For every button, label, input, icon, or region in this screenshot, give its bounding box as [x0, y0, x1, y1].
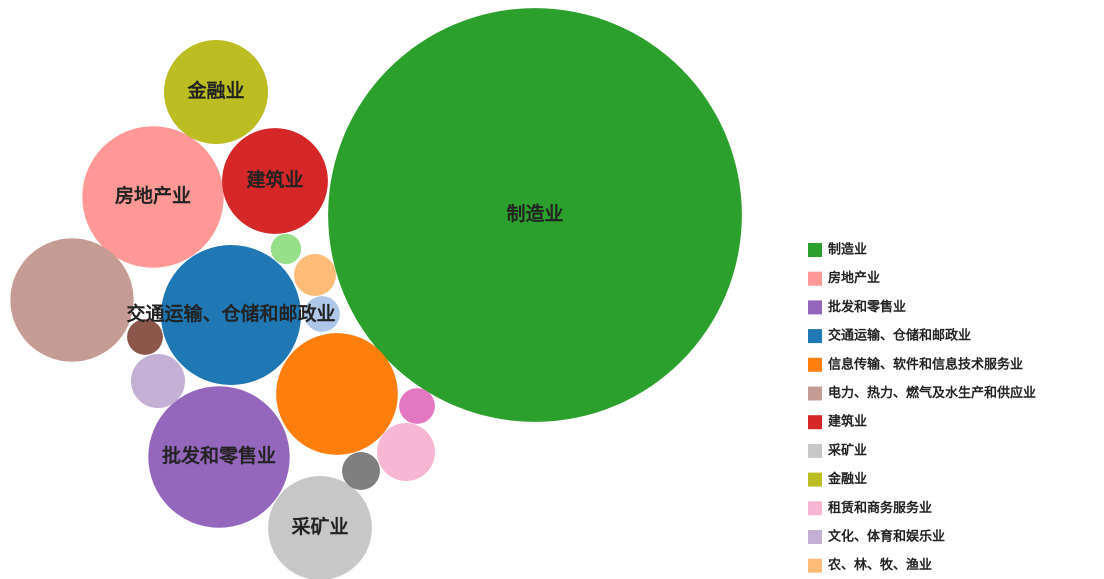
- bubble-label: 批发和零售业: [162, 444, 276, 467]
- bubble: [276, 333, 398, 455]
- bubble: [294, 254, 336, 296]
- bubble: [268, 476, 372, 579]
- bubble-label: 金融业: [186, 79, 244, 102]
- legend-label: 电力、热力、燃气及水生产和供应业: [828, 385, 1036, 401]
- bubble: [328, 8, 742, 422]
- bubble-label: 采矿业: [291, 515, 348, 538]
- bubble: [82, 126, 224, 268]
- bubble: [127, 319, 163, 355]
- bubble: [399, 388, 435, 424]
- bubble-label: 制造业: [506, 202, 563, 225]
- bubble: [377, 423, 435, 481]
- legend-swatch: [808, 443, 822, 458]
- bubble-label: 房地产业: [115, 184, 191, 207]
- legend-swatch: [808, 472, 822, 487]
- bubble-label: 交通运输、仓储和邮政业: [126, 302, 335, 325]
- bubble: [164, 40, 268, 144]
- legend-label: 房地产业: [828, 270, 880, 286]
- legend-swatch: [808, 386, 822, 401]
- bubble: [148, 386, 290, 528]
- legend-label: 信息传输、软件和信息技术服务业: [828, 356, 1023, 372]
- legend-swatch: [808, 329, 822, 344]
- legend-swatch: [808, 243, 822, 257]
- legend-swatch: [808, 271, 822, 286]
- legend-label: 制造业: [828, 242, 867, 258]
- legend-label: 租赁和商务服务业: [828, 500, 932, 516]
- bubble: [270, 233, 302, 265]
- legend-label: 批发和零售业: [828, 299, 906, 315]
- legend-swatch: [808, 501, 822, 516]
- legend-swatch: [808, 558, 822, 573]
- bubble: [342, 452, 380, 490]
- legend-label: 采矿业: [827, 442, 867, 458]
- legend-swatch: [808, 300, 822, 315]
- legend-label: 农、林、牧、渔业: [827, 557, 932, 573]
- legend-swatch: [808, 530, 822, 544]
- legend-label: 文化、体育和娱乐业: [828, 529, 945, 545]
- bubble-label: 建筑业: [246, 168, 303, 191]
- legend-swatch: [808, 415, 822, 430]
- legend-label: 金融业: [827, 471, 867, 487]
- bubble: [304, 296, 340, 332]
- bubble: [161, 245, 301, 385]
- bubble: [222, 128, 328, 234]
- bubble: [130, 353, 186, 409]
- bubble: [10, 238, 134, 362]
- legend-label: 建筑业: [828, 414, 867, 430]
- legend-swatch: [808, 357, 822, 372]
- legend-label: 交通运输、仓储和邮政业: [828, 328, 971, 344]
